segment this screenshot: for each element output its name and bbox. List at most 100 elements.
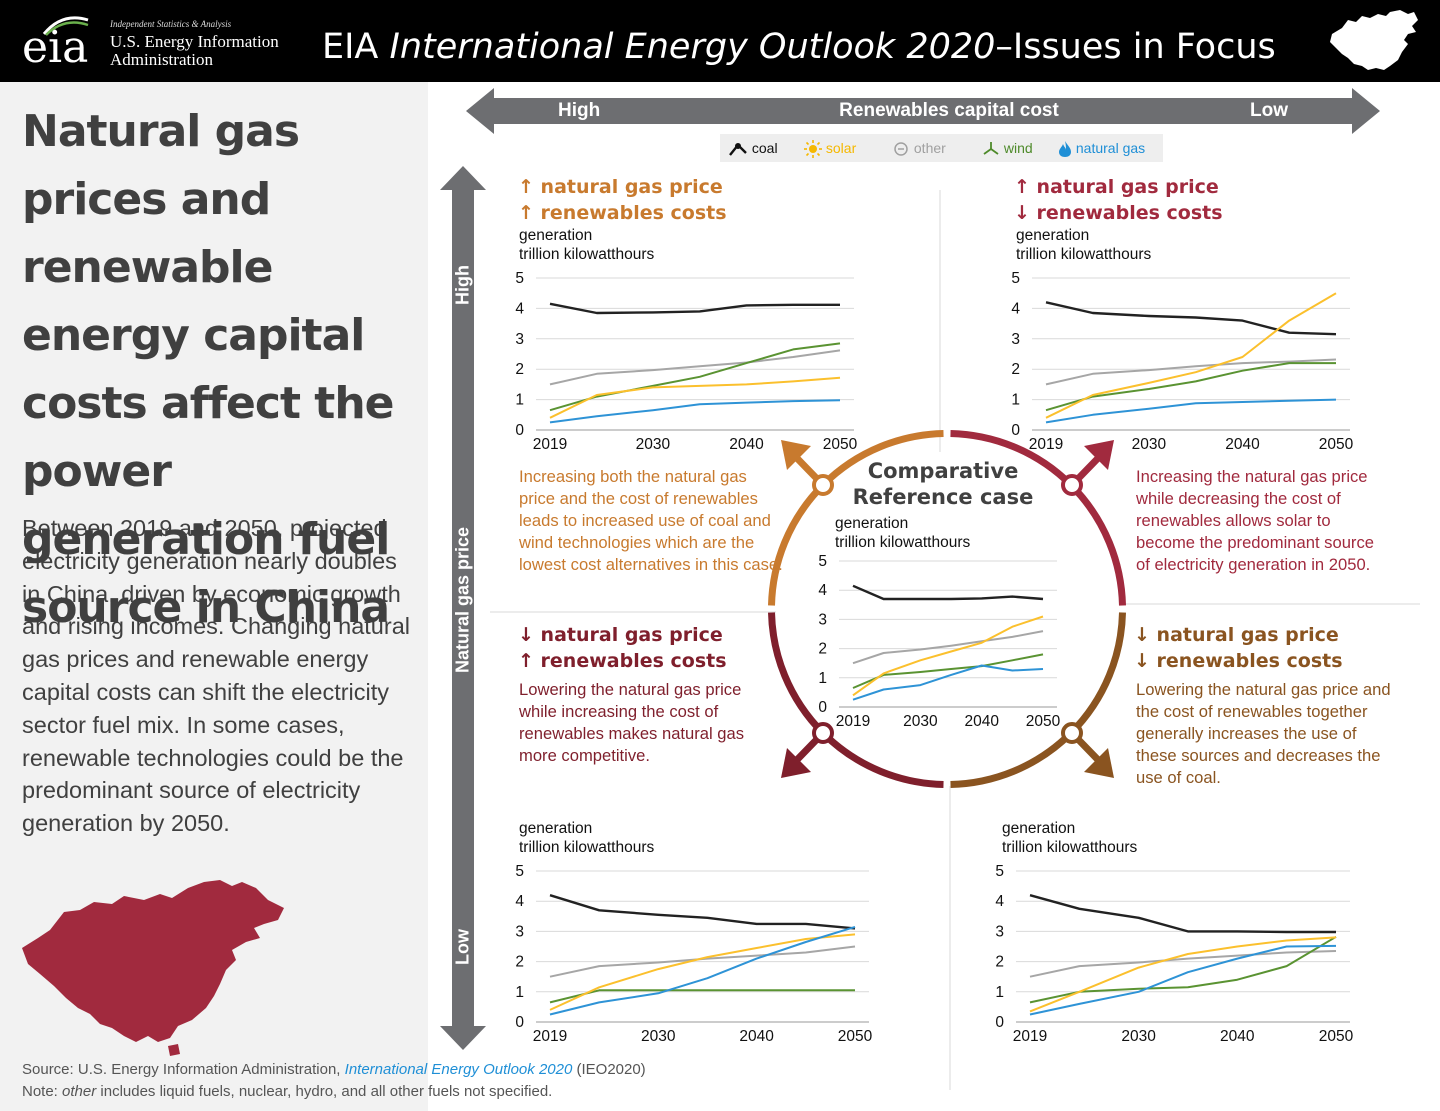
bl-arrow1-icon: ↓ [518, 624, 534, 646]
bl-title-text2: renewables costs [540, 650, 727, 672]
tr-title-text2: renewables costs [1036, 202, 1223, 224]
horizontal-axis-label: Renewables capital cost [839, 100, 1059, 121]
br-unit-line2: trillion kilowatthours [1002, 839, 1138, 856]
logo-arc-icon [42, 16, 89, 36]
logo-word: eia [22, 22, 89, 73]
bl-description: Lowering the natural gas price while inc… [519, 680, 745, 765]
br-unit-label: generation trillion kilowatthours [1002, 819, 1137, 857]
tl-description: Increasing both the natural gas price an… [519, 467, 783, 574]
arrow-up-left [781, 440, 834, 496]
bl-title-line2: ↑ renewables costs [518, 648, 727, 674]
bl-unit-label: generation trillion kilowatthours [519, 819, 654, 857]
bl-title: ↓ natural gas price ↑ renewables costs [518, 622, 727, 674]
title-suffix: –Issues in Focus [995, 27, 1276, 67]
legend-item-other: other [892, 134, 946, 162]
vertical-axis-label-wrap: Natural gas price [448, 527, 478, 673]
horizontal-axis-right-label: Low [1250, 100, 1288, 121]
eia-logo[interactable]: eia Independent Statistics & Analysis U.… [18, 12, 308, 72]
vertical-axis-top-wrap: High [448, 265, 478, 305]
horizontal-axis-left-label: High [558, 100, 601, 121]
header-bar: eia Independent Statistics & Analysis U.… [0, 0, 1440, 82]
legend-label-other: other [913, 140, 946, 156]
bl-unit-line1: generation [519, 820, 593, 837]
tr-title-line1: ↑ natural gas price [1014, 174, 1223, 200]
tl-title-line2: ↑ renewables costs [518, 200, 727, 226]
br-description: Lowering the natural gas price and the c… [1136, 680, 1391, 787]
legend-item-wind: wind [982, 134, 1033, 162]
note-line: Note: other includes liquid fuels, nucle… [22, 1081, 646, 1103]
arrow-down-left [781, 722, 834, 778]
tl-arrow1-icon: ↑ [518, 176, 534, 198]
note-italic: other [62, 1083, 97, 1100]
renewables-cost-axis-arrow [466, 88, 1380, 134]
note-prefix: Note: [22, 1083, 63, 1100]
page-title: EIA International Energy Outlook 2020–Is… [322, 24, 1276, 70]
china-map-icon [1330, 10, 1418, 70]
legend-item-solar: solar [804, 134, 856, 162]
tl-arrow2-icon: ↑ [518, 202, 534, 224]
source-prefix: Source: U.S. Energy Information Administ… [22, 1061, 345, 1078]
tl-title-text1: natural gas price [540, 176, 723, 198]
legend-item-coal: coal [728, 134, 778, 162]
sun-icon [804, 140, 822, 159]
br-title-line1: ↓ natural gas price [1134, 622, 1343, 648]
legend: coal solar other wind natural gas [720, 134, 1163, 162]
br-title-line2: ↓ renewables costs [1134, 648, 1343, 674]
tl-unit-line1: generation [519, 227, 593, 244]
source-line: Source: U.S. Energy Information Administ… [22, 1059, 646, 1081]
legend-label-wind: wind [1003, 140, 1033, 156]
br-arrow2-icon: ↓ [1134, 650, 1150, 672]
arrow-down-right [1061, 722, 1114, 778]
gas-price-axis-arrow [440, 166, 486, 1050]
wind-turbine-icon [983, 142, 999, 156]
legend-label-coal: coal [751, 140, 778, 156]
vertical-axis-label: Natural gas price [452, 526, 473, 674]
circle-minus-icon [894, 142, 908, 157]
legend-item-natural-gas: natural gas [1058, 134, 1145, 162]
bl-title-text1: natural gas price [540, 624, 723, 646]
bl-arrow2-icon: ↑ [518, 650, 534, 672]
tr-arrow1-icon: ↑ [1014, 176, 1030, 198]
tl-unit-line2: trillion kilowatthours [519, 246, 655, 263]
tl-title: ↑ natural gas price ↑ renewables costs [518, 174, 727, 226]
tr-unit-label: generation trillion kilowatthours [1016, 226, 1151, 264]
vertical-axis-bottom-label: Low [452, 929, 473, 965]
bl-title-line1: ↓ natural gas price [518, 622, 727, 648]
title-prefix: EIA [322, 27, 390, 67]
china-map-illustration [22, 880, 284, 1056]
note-suffix: includes liquid fuels, nuclear, hydro, a… [96, 1083, 553, 1100]
arrow-up-right [1061, 440, 1114, 496]
tr-unit-line2: trillion kilowatthours [1016, 246, 1152, 263]
br-unit-line1: generation [1002, 820, 1076, 837]
headline: Natural gas prices and renewable energy … [22, 106, 395, 633]
source-note: Source: U.S. Energy Information Administ… [22, 1059, 646, 1103]
org-name-line1: U.S. Energy Information [110, 32, 279, 51]
quadrant-dividers [490, 190, 1420, 1090]
tr-title-text1: natural gas price [1036, 176, 1219, 198]
tl-title-text2: renewables costs [540, 202, 727, 224]
tr-arrow2-icon: ↓ [1014, 202, 1030, 224]
br-title: ↓ natural gas price ↓ renewables costs [1134, 622, 1343, 674]
title-report-name: International Energy Outlook 2020 [389, 27, 996, 67]
coal-icon [729, 143, 747, 157]
ref-unit-label: generation trillion kilowatthours [835, 514, 970, 552]
tr-description: Increasing the natural gas price while d… [1136, 467, 1374, 574]
tl-title-line1: ↑ natural gas price [518, 174, 727, 200]
vertical-axis-top-label: High [452, 265, 473, 305]
intro-paragraph: Between 2019 and 2050, projected electri… [22, 515, 410, 837]
tr-unit-line1: generation [1016, 227, 1090, 244]
reference-case-title: Comparative Reference case [852, 459, 1034, 509]
br-arrow1-icon: ↓ [1134, 624, 1150, 646]
flame-icon [1059, 141, 1071, 158]
org-name-line2: Administration [110, 50, 213, 69]
source-link[interactable]: International Energy Outlook 2020 [344, 1061, 573, 1078]
br-title-text2: renewables costs [1156, 650, 1343, 672]
tr-title: ↑ natural gas price ↓ renewables costs [1014, 174, 1223, 226]
legend-label-natural-gas: natural gas [1075, 140, 1146, 156]
bl-unit-line2: trillion kilowatthours [519, 839, 655, 856]
source-suffix: (IEO2020) [572, 1061, 646, 1078]
ref-unit-line2: trillion kilowatthours [835, 534, 971, 551]
br-title-text1: natural gas price [1156, 624, 1339, 646]
tl-unit-label: generation trillion kilowatthours [519, 226, 654, 264]
ref-unit-line1: generation [835, 515, 909, 532]
